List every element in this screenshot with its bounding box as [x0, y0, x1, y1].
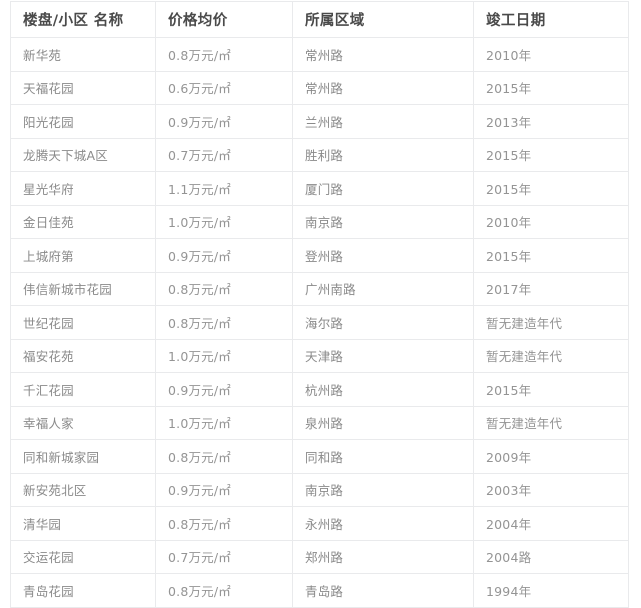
cell-date: 2017年 [473, 271, 629, 306]
cell-price: 0.6万元/㎡ [155, 70, 293, 105]
table-row: 上城府第 0.9万元/㎡ 登州路 2015年 [10, 238, 629, 273]
cell-name: 星光华府 [10, 171, 156, 206]
cell-area: 郑州路 [292, 539, 474, 574]
cell-area: 泉州路 [292, 405, 474, 440]
cell-price: 0.8万元/㎡ [155, 439, 293, 474]
table-row: 伟信新城市花园 0.8万元/㎡ 广州南路 2017年 [10, 271, 629, 306]
table-row: 幸福人家 1.0万元/㎡ 泉州路 暂无建造年代 [10, 405, 629, 440]
cell-area: 胜利路 [292, 137, 474, 172]
cell-name: 幸福人家 [10, 405, 156, 440]
cell-price: 0.9万元/㎡ [155, 238, 293, 273]
column-header-name: 楼盘/小区 名称 [10, 1, 156, 38]
cell-price: 0.8万元/㎡ [155, 37, 293, 72]
property-price-table: 楼盘/小区 名称 价格均价 所属区域 竣工日期 新华苑 0.8万元/㎡ 常州路 … [10, 1, 629, 608]
cell-price: 1.0万元/㎡ [155, 338, 293, 373]
cell-date: 2003年 [473, 472, 629, 507]
cell-name: 清华园 [10, 506, 156, 541]
table-row: 阳光花园 0.9万元/㎡ 兰州路 2013年 [10, 104, 629, 139]
cell-date: 2015年 [473, 171, 629, 206]
cell-name: 新华苑 [10, 37, 156, 72]
cell-date: 2013年 [473, 104, 629, 139]
cell-name: 福安花苑 [10, 338, 156, 373]
cell-date: 2009年 [473, 439, 629, 474]
cell-price: 0.8万元/㎡ [155, 506, 293, 541]
table-row: 金日佳苑 1.0万元/㎡ 南京路 2010年 [10, 204, 629, 239]
cell-area: 青岛路 [292, 573, 474, 608]
cell-date: 2015年 [473, 238, 629, 273]
table-row: 同和新城家园 0.8万元/㎡ 同和路 2009年 [10, 439, 629, 474]
cell-name: 青岛花园 [10, 573, 156, 608]
table-row: 世纪花园 0.8万元/㎡ 海尔路 暂无建造年代 [10, 305, 629, 340]
cell-name: 天福花园 [10, 70, 156, 105]
cell-price: 1.0万元/㎡ [155, 405, 293, 440]
cell-date: 暂无建造年代 [473, 405, 629, 440]
table-header-row: 楼盘/小区 名称 价格均价 所属区域 竣工日期 [10, 1, 629, 38]
cell-name: 龙腾天下城A区 [10, 137, 156, 172]
column-header-price: 价格均价 [155, 1, 293, 38]
cell-area: 天津路 [292, 338, 474, 373]
cell-area: 广州南路 [292, 271, 474, 306]
table-row: 新华苑 0.8万元/㎡ 常州路 2010年 [10, 37, 629, 72]
cell-price: 0.8万元/㎡ [155, 271, 293, 306]
cell-date: 2010年 [473, 204, 629, 239]
cell-date: 暂无建造年代 [473, 305, 629, 340]
cell-name: 新安苑北区 [10, 472, 156, 507]
column-header-date: 竣工日期 [473, 1, 629, 38]
cell-name: 金日佳苑 [10, 204, 156, 239]
cell-area: 登州路 [292, 238, 474, 273]
table-row: 清华园 0.8万元/㎡ 永州路 2004年 [10, 506, 629, 541]
cell-name: 同和新城家园 [10, 439, 156, 474]
cell-price: 0.7万元/㎡ [155, 137, 293, 172]
cell-area: 南京路 [292, 204, 474, 239]
cell-area: 厦门路 [292, 171, 474, 206]
table-body: 新华苑 0.8万元/㎡ 常州路 2010年 天福花园 0.6万元/㎡ 常州路 2… [10, 37, 629, 608]
cell-date: 2015年 [473, 70, 629, 105]
cell-date: 1994年 [473, 573, 629, 608]
table-row: 福安花苑 1.0万元/㎡ 天津路 暂无建造年代 [10, 338, 629, 373]
cell-date: 暂无建造年代 [473, 338, 629, 373]
cell-name: 交运花园 [10, 539, 156, 574]
cell-area: 海尔路 [292, 305, 474, 340]
cell-price: 0.8万元/㎡ [155, 573, 293, 608]
cell-name: 伟信新城市花园 [10, 271, 156, 306]
cell-area: 常州路 [292, 37, 474, 72]
cell-name: 世纪花园 [10, 305, 156, 340]
cell-price: 0.9万元/㎡ [155, 472, 293, 507]
cell-price: 1.0万元/㎡ [155, 204, 293, 239]
cell-date: 2015年 [473, 137, 629, 172]
table-row: 新安苑北区 0.9万元/㎡ 南京路 2003年 [10, 472, 629, 507]
cell-price: 1.1万元/㎡ [155, 171, 293, 206]
cell-name: 上城府第 [10, 238, 156, 273]
cell-date: 2015年 [473, 372, 629, 407]
table-row: 星光华府 1.1万元/㎡ 厦门路 2015年 [10, 171, 629, 206]
cell-price: 0.8万元/㎡ [155, 305, 293, 340]
table-row: 千汇花园 0.9万元/㎡ 杭州路 2015年 [10, 372, 629, 407]
cell-area: 永州路 [292, 506, 474, 541]
cell-area: 常州路 [292, 70, 474, 105]
cell-name: 阳光花园 [10, 104, 156, 139]
cell-area: 同和路 [292, 439, 474, 474]
cell-name: 千汇花园 [10, 372, 156, 407]
table-header: 楼盘/小区 名称 价格均价 所属区域 竣工日期 [10, 1, 629, 38]
table-row: 青岛花园 0.8万元/㎡ 青岛路 1994年 [10, 573, 629, 608]
column-header-area: 所属区域 [292, 1, 474, 38]
cell-date: 2004路 [473, 539, 629, 574]
cell-date: 2004年 [473, 506, 629, 541]
cell-date: 2010年 [473, 37, 629, 72]
cell-area: 兰州路 [292, 104, 474, 139]
cell-area: 杭州路 [292, 372, 474, 407]
table-row: 龙腾天下城A区 0.7万元/㎡ 胜利路 2015年 [10, 137, 629, 172]
table-row: 交运花园 0.7万元/㎡ 郑州路 2004路 [10, 539, 629, 574]
cell-price: 0.9万元/㎡ [155, 372, 293, 407]
table-row: 天福花园 0.6万元/㎡ 常州路 2015年 [10, 70, 629, 105]
cell-price: 0.9万元/㎡ [155, 104, 293, 139]
cell-price: 0.7万元/㎡ [155, 539, 293, 574]
cell-area: 南京路 [292, 472, 474, 507]
